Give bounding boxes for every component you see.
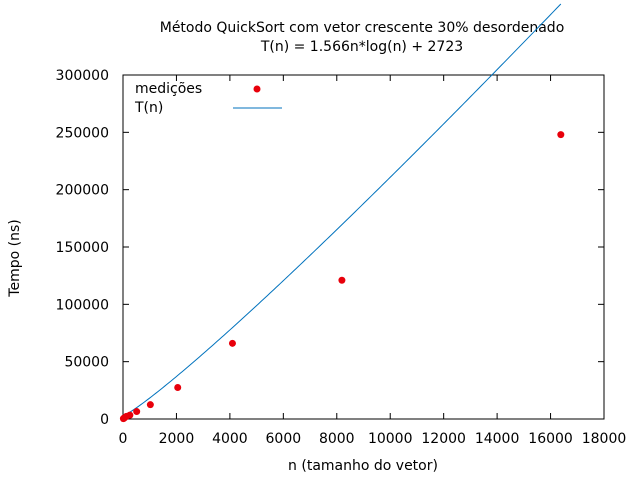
y-tick-label: 150000 (56, 240, 109, 256)
data-point (146, 401, 154, 409)
x-tick-label: 12000 (421, 431, 466, 447)
data-point (338, 276, 346, 284)
data-point (126, 411, 134, 419)
x-tick-label: 8000 (319, 431, 355, 447)
legend-label-tn: T(n) (134, 100, 163, 116)
series-layer (119, 3, 565, 423)
legend-swatch-medicoes (253, 85, 261, 93)
chart-subtitle: T(n) = 1.566n*log(n) + 2723 (260, 39, 463, 55)
y-tick-label: 300000 (56, 68, 109, 84)
x-tick-label: 16000 (528, 431, 573, 447)
data-point (133, 408, 141, 416)
data-point (228, 339, 236, 347)
fit-curve-line (122, 3, 562, 417)
y-tick-label: 50000 (64, 355, 109, 371)
y-tick-label: 250000 (56, 125, 109, 141)
chart-title: Método QuickSort com vetor crescente 30%… (160, 20, 565, 36)
x-tick-label: 10000 (368, 431, 413, 447)
y-tick-label: 0 (100, 412, 109, 428)
x-axis-label: n (tamanho do vetor) (288, 458, 438, 474)
data-point (174, 383, 182, 391)
axis-ticks: 0 2000 4000 6000 8000 10000 12000 14000 16000 180… (56, 68, 627, 447)
plot-frame (122, 74, 605, 420)
y-tick-label: 200000 (56, 183, 109, 199)
x-tick-label: 18000 (582, 431, 627, 447)
x-tick-label: 4000 (212, 431, 248, 447)
x-tick-label: 14000 (475, 431, 520, 447)
x-tick-label: 0 (119, 431, 128, 447)
y-tick-label: 100000 (56, 297, 109, 313)
data-point (557, 131, 565, 139)
legend-label-medicoes: medições (135, 81, 202, 97)
y-axis-label: Tempo (ns) (7, 219, 23, 297)
x-tick-label: 2000 (159, 431, 195, 447)
x-tick-label: 6000 (266, 431, 302, 447)
legend: medições T(n) (134, 81, 282, 116)
